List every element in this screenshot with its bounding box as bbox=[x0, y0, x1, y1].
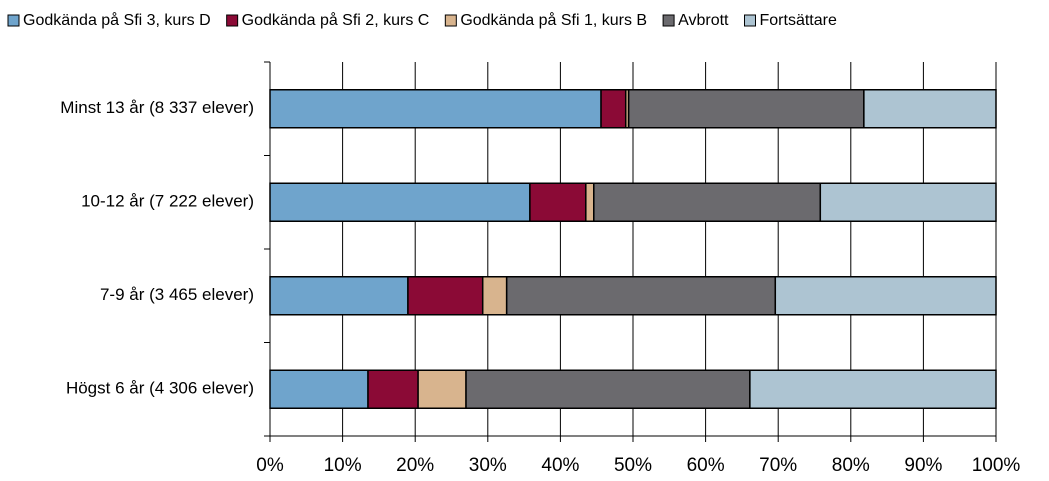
y-tick-label: Minst 13 år (8 337 elever) bbox=[60, 98, 254, 117]
x-tick-label: 60% bbox=[687, 455, 725, 476]
legend-label: Godkända på Sfi 3, kurs D bbox=[23, 11, 211, 29]
x-tick-label: 0% bbox=[256, 455, 284, 476]
bar-segment bbox=[529, 182, 587, 222]
bar-segment bbox=[585, 182, 595, 222]
x-tick-label: 40% bbox=[541, 455, 579, 476]
bar-segment bbox=[269, 369, 369, 409]
bar-segment bbox=[481, 276, 508, 316]
bar-segment bbox=[417, 369, 467, 409]
y-tick-label: Högst 6 år (4 306 elever) bbox=[66, 379, 254, 398]
legend-label: Godkända på Sfi 2, kurs C bbox=[242, 11, 430, 29]
y-tick-label: 10-12 år (7 222 elever) bbox=[81, 192, 254, 211]
legend-swatch bbox=[7, 14, 20, 27]
legend-label: Fortsättare bbox=[760, 12, 837, 29]
bar-segment bbox=[407, 276, 484, 316]
legend-swatch bbox=[662, 14, 675, 27]
bar-segment bbox=[819, 182, 997, 222]
x-tick-label: 50% bbox=[614, 455, 652, 476]
bar-segment bbox=[600, 89, 627, 129]
legend-swatch bbox=[744, 14, 756, 27]
x-tick-label: 100% bbox=[972, 455, 1021, 476]
legend-swatch bbox=[444, 14, 457, 27]
x-tick-label: 90% bbox=[904, 455, 942, 476]
bar-segment bbox=[367, 369, 419, 409]
bar-segment bbox=[269, 182, 531, 222]
x-tick-label: 20% bbox=[396, 455, 434, 476]
y-tick-label: 7-9 år (3 465 elever) bbox=[100, 285, 254, 304]
legend-label: Godkända på Sfi 1, kurs B bbox=[460, 11, 647, 29]
bar-segment bbox=[269, 89, 602, 129]
bar-segment bbox=[627, 89, 865, 129]
legend-label: Avbrott bbox=[678, 12, 729, 29]
bar-segment bbox=[465, 369, 751, 409]
bar-segment bbox=[749, 369, 997, 409]
legend-swatch bbox=[226, 14, 239, 27]
bar-segment bbox=[505, 276, 777, 316]
x-tick-label: 10% bbox=[324, 455, 362, 476]
x-tick-label: 80% bbox=[832, 455, 870, 476]
bar-segment bbox=[774, 276, 997, 316]
bar-segment bbox=[593, 182, 822, 222]
x-tick-label: 30% bbox=[469, 455, 507, 476]
bar-segment bbox=[269, 276, 409, 316]
x-tick-label: 70% bbox=[759, 455, 797, 476]
bar-segment bbox=[863, 89, 997, 129]
